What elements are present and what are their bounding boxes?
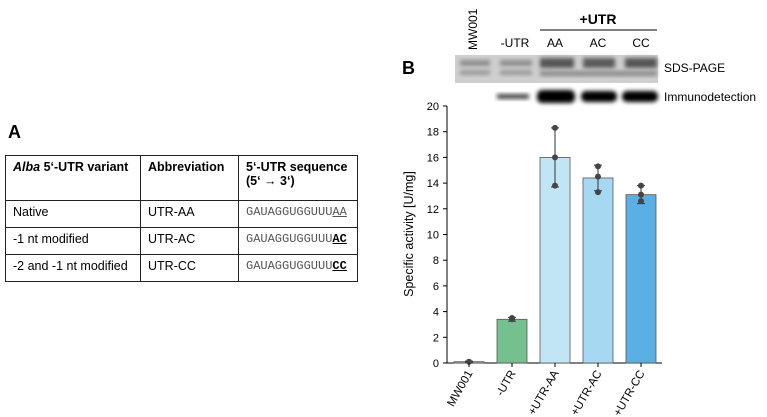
blot-group-label: +UTR xyxy=(580,11,617,27)
bar xyxy=(582,177,614,364)
blot-row-label: SDS-PAGE xyxy=(664,61,725,75)
replicate-point xyxy=(466,358,472,365)
bar xyxy=(496,318,528,364)
replicate-point xyxy=(595,189,601,196)
bar xyxy=(539,156,571,364)
replicate-point xyxy=(638,198,644,205)
x-tick-label: +UTR-CC xyxy=(612,369,648,417)
replicate-point xyxy=(595,163,601,170)
y-tick-label: 12 xyxy=(427,204,439,216)
sds-page-gel xyxy=(455,55,658,83)
replicate-point xyxy=(509,316,515,323)
blot-row-label: Immunodetection xyxy=(664,90,756,104)
header-cell: 5‘-UTR sequence (5‘ → 3‘) xyxy=(238,155,358,201)
blot-label: AC xyxy=(590,36,607,50)
replicate-point xyxy=(638,182,644,189)
y-tick-label: 20 xyxy=(427,101,439,113)
sequence-marked: CC xyxy=(332,259,347,273)
replicate-point xyxy=(552,124,558,131)
replicate-point xyxy=(638,191,644,198)
blot-label: AA xyxy=(547,36,563,50)
y-tick-label: 18 xyxy=(427,127,439,139)
sequence-text: GAUAGGUGGUUU xyxy=(246,232,333,246)
y-axis-label: Specific activity [U/mg] xyxy=(402,171,416,297)
sequence-text: GAUAGGUGGUUU xyxy=(246,259,333,273)
replicate-point xyxy=(595,173,601,180)
y-tick-label: 2 xyxy=(433,332,439,344)
x-tick-label: +UTR-AC xyxy=(569,369,604,417)
y-tick-label: 8 xyxy=(433,255,439,267)
immunoblot xyxy=(497,90,658,103)
y-tick-label: 4 xyxy=(433,307,439,319)
header-cell: Alba 5‘-UTR variant xyxy=(5,155,141,201)
sequence-marked: AA xyxy=(332,205,347,219)
table-cell: UTR-CC xyxy=(140,254,239,282)
blot-label: CC xyxy=(632,36,650,50)
header-italic: Alba xyxy=(13,160,41,174)
replicate-point xyxy=(552,182,558,189)
y-tick-label: 0 xyxy=(433,358,439,370)
blot-label: -UTR xyxy=(501,36,530,50)
y-tick-label: 14 xyxy=(427,178,439,190)
sequence-cell: GAUAGGUGGUUUAC xyxy=(238,227,358,255)
table-cell: -1 nt modified xyxy=(5,227,141,255)
table-cell: -2 and -1 nt modified xyxy=(5,254,141,282)
blot-label: MW001 xyxy=(466,8,480,50)
sequence-cell: GAUAGGUGGUUUCC xyxy=(238,254,358,282)
panel-label: B xyxy=(402,58,415,78)
table-cell: UTR-AA xyxy=(140,200,239,228)
sequence-marked: AC xyxy=(332,232,347,246)
table-header: Alba 5‘-UTR variant Abbreviation 5‘-UTR … xyxy=(5,155,358,201)
y-tick-label: 16 xyxy=(427,152,439,164)
bar xyxy=(625,194,657,364)
y-tick-label: 6 xyxy=(433,281,439,293)
header-text: 5‘-UTR variant xyxy=(43,160,129,174)
x-tick-label: MW001 xyxy=(445,369,475,409)
panel-label: A xyxy=(8,122,21,142)
x-tick-label: -UTR xyxy=(494,369,518,399)
replicate-point xyxy=(552,154,558,161)
x-tick-label: +UTR-AA xyxy=(526,368,561,417)
y-tick-label: 10 xyxy=(427,230,439,242)
sequence-cell: GAUAGGUGGUUUAA xyxy=(238,200,358,228)
utr-table: Alba 5‘-UTR variant Abbreviation 5‘-UTR … xyxy=(5,155,358,282)
table-cell: Native xyxy=(5,200,141,228)
table-row: Native UTR-AA GAUAGGUGGUUUAA xyxy=(5,200,358,228)
table-row: -1 nt modified UTR-AC GAUAGGUGGUUUAC xyxy=(5,227,358,255)
sequence-text: GAUAGGUGGUUU xyxy=(246,205,333,219)
table-row: -2 and -1 nt modified UTR-CC GAUAGGUGGUUUC… xyxy=(5,254,358,282)
